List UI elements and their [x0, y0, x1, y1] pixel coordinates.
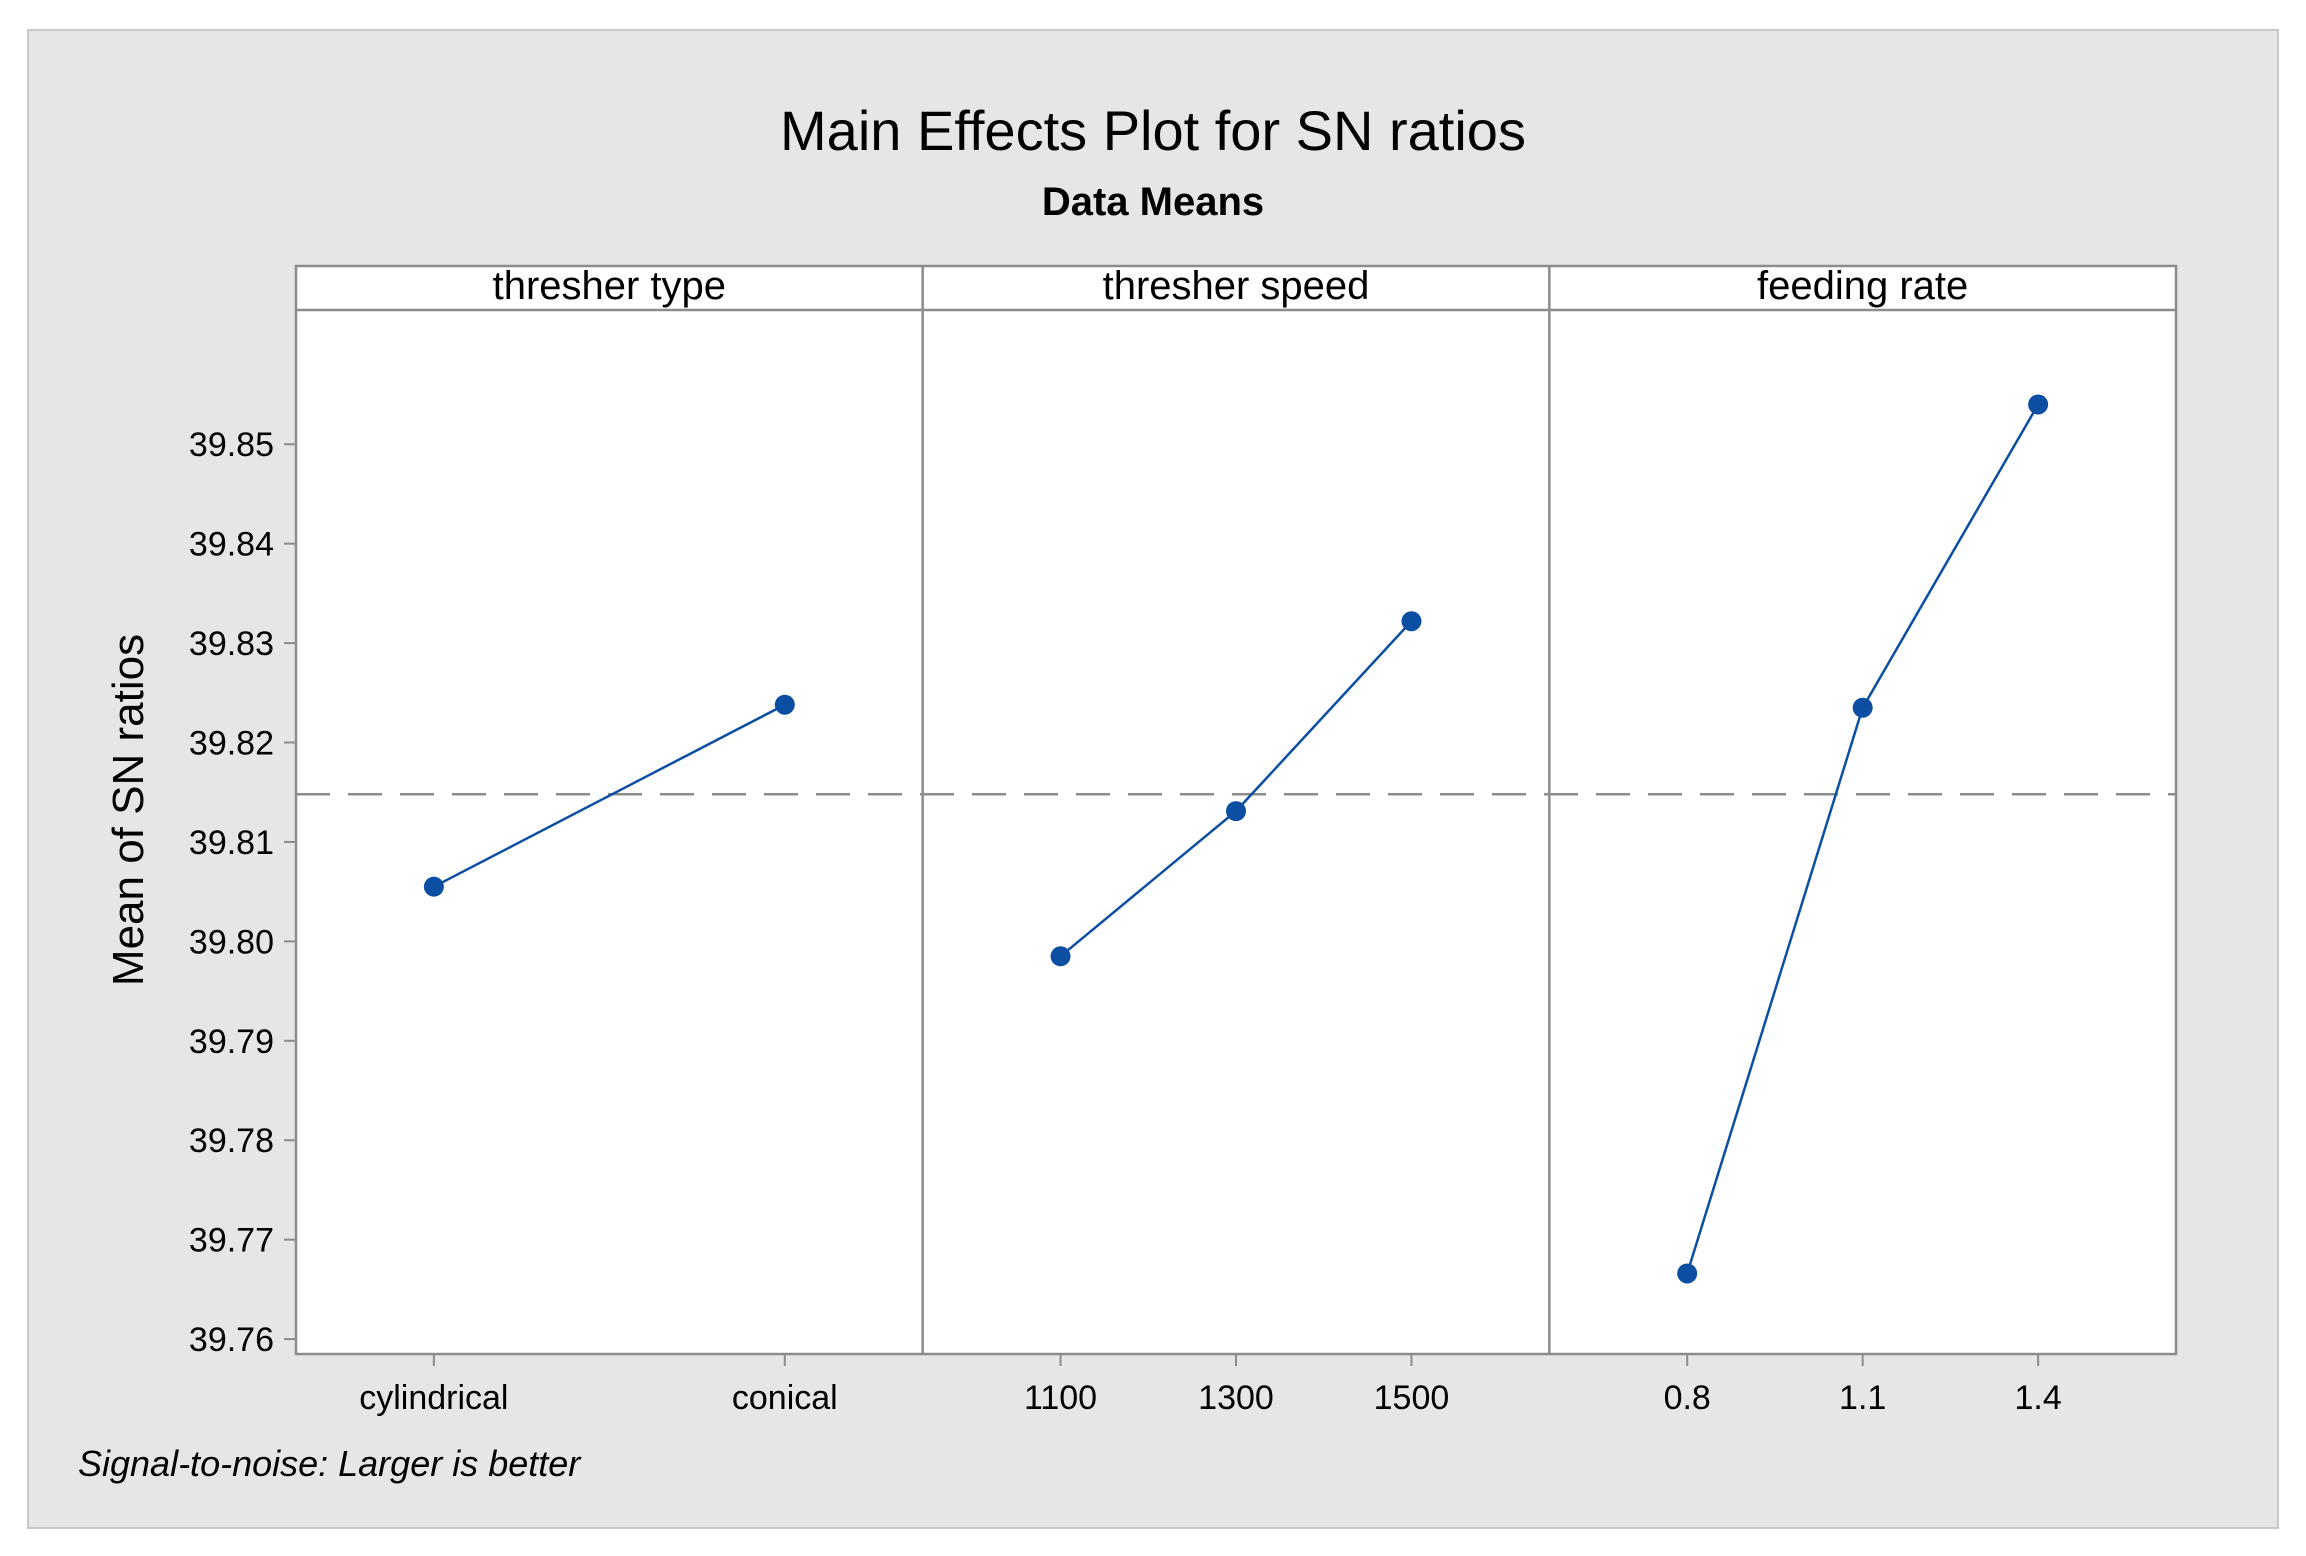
chart-title: Main Effects Plot for SN ratios — [780, 99, 1526, 162]
x-tick-label: 1.4 — [2015, 1379, 2062, 1417]
panel-label-thresher-speed: thresher speed — [1103, 264, 1370, 308]
series-line-thresher-type — [433, 703, 786, 888]
y-tick-label: 39.83 — [189, 625, 274, 663]
data-point — [1852, 697, 1873, 718]
y-tick-label: 39.78 — [189, 1122, 274, 1160]
x-tick-label: cylindrical — [359, 1379, 508, 1417]
y-tick-label: 39.80 — [189, 923, 274, 961]
data-point — [774, 694, 795, 715]
x-tick-label: 0.8 — [1664, 1379, 1711, 1417]
panel-label-thresher-type: thresher type — [493, 264, 726, 308]
y-axis-label: Mean of SN ratios — [104, 634, 153, 986]
footnote: Signal-to-noise: Larger is better — [78, 1443, 582, 1484]
x-tick-label: 1.1 — [1839, 1379, 1886, 1417]
y-tick-label: 39.82 — [189, 725, 274, 763]
y-tick-label: 39.85 — [189, 426, 274, 464]
x-tick-label: 1100 — [1024, 1379, 1097, 1417]
y-tick-label: 39.77 — [189, 1222, 274, 1260]
y-tick-label: 39.81 — [189, 824, 274, 862]
data-point — [1050, 946, 1071, 967]
x-tick-label: 1300 — [1198, 1379, 1274, 1417]
plot-area: 39.76 39.77 39.78 39.79 39.80 39.81 39.82 39.83… — [189, 264, 2178, 1417]
data-point — [1226, 801, 1246, 822]
panel-frame — [294, 264, 2178, 1356]
data-point — [1401, 611, 1422, 632]
chart-subtitle: Data Means — [1042, 180, 1264, 224]
y-tick-label: 39.79 — [189, 1023, 274, 1061]
y-tick-label: 39.76 — [189, 1321, 274, 1359]
data-point — [423, 876, 444, 897]
x-tick-label: 1500 — [1374, 1379, 1450, 1417]
data-point — [1677, 1263, 1698, 1284]
x-tick-label: conical — [732, 1379, 838, 1417]
data-point — [2028, 394, 2049, 415]
y-tick-label: 39.84 — [189, 526, 274, 564]
panel-label-feeding-rate: feeding rate — [1757, 264, 1968, 308]
